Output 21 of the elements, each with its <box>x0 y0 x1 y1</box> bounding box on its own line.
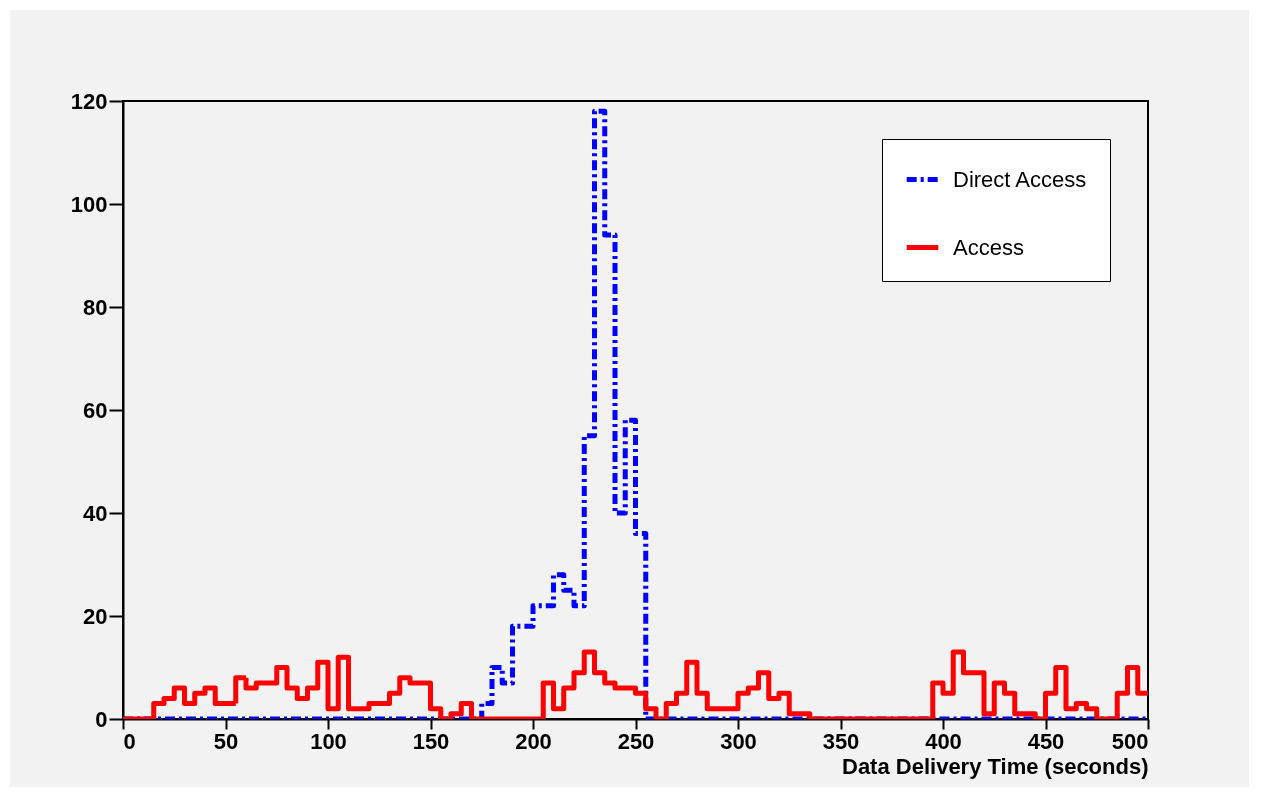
x-tick-label: 350 <box>822 728 860 754</box>
y-tick-label: 0 <box>95 706 108 732</box>
x-tick-label: 400 <box>925 728 962 754</box>
y-tick-label: 80 <box>83 294 108 320</box>
y-tick-label: 20 <box>83 603 108 629</box>
x-tick-label: 500 <box>1111 728 1149 754</box>
x-tick-label: 450 <box>1027 728 1065 754</box>
y-tick-label: 100 <box>70 191 108 217</box>
x-tick-label: 200 <box>515 728 552 754</box>
x-tick-label: 250 <box>617 728 655 754</box>
x-axis-title: Data Delivery Time (seconds) <box>842 753 1149 779</box>
y-tick-label: 60 <box>83 397 108 423</box>
legend-label: Access <box>953 234 1024 260</box>
legend-label: Direct Access <box>953 166 1087 192</box>
x-tick-label: 300 <box>720 728 757 754</box>
x-tick-label: 0 <box>123 728 136 754</box>
y-tick-label: 120 <box>70 88 108 114</box>
x-tick-label: 50 <box>213 728 239 754</box>
x-tick-label: 100 <box>310 728 347 754</box>
y-tick-label: 40 <box>83 500 108 526</box>
x-tick-label: 150 <box>412 728 450 754</box>
